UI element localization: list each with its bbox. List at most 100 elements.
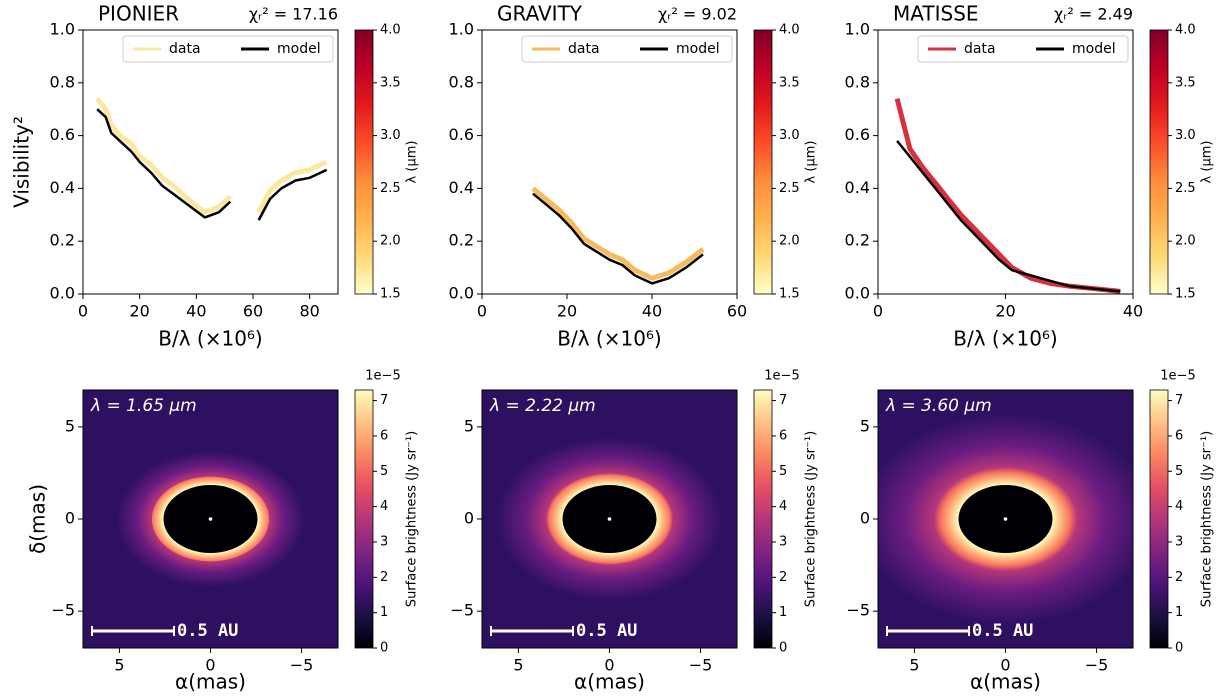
colorbar-tick-label: 7 [380, 393, 388, 408]
panel-title: MATISSE [893, 2, 979, 26]
colorbar [354, 389, 374, 649]
colorbar-tick-label: 3.0 [380, 128, 401, 143]
x-tick-label: 0 [873, 302, 883, 321]
star [208, 517, 213, 521]
colorbar-tick-label: 0 [1175, 641, 1183, 656]
colorbar-tick-label: 6 [1175, 428, 1183, 443]
colorbar [1149, 29, 1169, 295]
colorbar-tick-label: 2.0 [380, 234, 401, 249]
x-tick-label: −5 [290, 656, 314, 675]
colorbar-tick-label: 3 [1175, 534, 1183, 549]
star [1003, 517, 1008, 521]
colorbar-offset: 1e−5 [365, 369, 400, 384]
colorbar-tick-label: 3.0 [779, 128, 800, 143]
image [83, 390, 338, 648]
colorbar-tick-label: 2.5 [779, 181, 800, 196]
colorbar-label: Surface brightness (Jy sr⁻¹) [804, 431, 819, 607]
colorbar-tick-label: 4 [779, 499, 787, 514]
colorbar-tick-label: 3.5 [779, 75, 800, 90]
wavelength-label: λ = 1.65 μm [90, 396, 197, 416]
x-tick-label: −5 [689, 656, 713, 675]
x-tick-label: 5 [909, 656, 919, 675]
colorbar-label: Surface brightness (Jy sr⁻¹) [1200, 431, 1215, 607]
axes-frame [82, 29, 339, 295]
colorbar-tick-label: 1 [1175, 605, 1183, 620]
x-tick-label: 20 [557, 302, 577, 321]
panel-title: GRAVITY [497, 2, 583, 26]
y-tick-label: 0.6 [449, 125, 474, 144]
axes-frame [82, 389, 339, 649]
y-tick-label: −5 [450, 601, 474, 620]
y-tick-label: 0.2 [845, 231, 870, 250]
x-axis-label: B/λ (×10⁶) [158, 327, 262, 351]
legend-label: data [964, 41, 996, 57]
colorbar-tick-label: 3.5 [1175, 75, 1196, 90]
colorbar-offset: 1e−5 [1160, 369, 1195, 384]
x-tick-label: −5 [1085, 656, 1109, 675]
y-tick-label: 0.4 [449, 178, 474, 197]
colorbar [753, 29, 773, 295]
colorbar-tick-label: 1.5 [779, 287, 800, 302]
y-tick-label: 5 [65, 416, 75, 435]
y-tick-label: 0.8 [845, 72, 870, 91]
colorbar-offset: 1e−5 [764, 369, 799, 384]
axes-frame [481, 389, 738, 649]
colorbar-label: Surface brightness (Jy sr⁻¹) [405, 431, 420, 607]
legend-label: model [277, 41, 321, 57]
plot-lines [95, 97, 328, 221]
colorbar-tick-label: 6 [380, 428, 388, 443]
colorbar-tick-label: 2 [380, 570, 388, 585]
colorbar-label: λ (μm) [1200, 141, 1215, 184]
y-tick-label: 5 [464, 416, 474, 435]
x-axis-label: α(mas) [970, 670, 1041, 694]
y-tick-label: 0.4 [50, 178, 75, 197]
legend-label: model [676, 41, 720, 57]
colorbar-tick-label: 2.0 [779, 234, 800, 249]
colorbar-label: λ (μm) [804, 141, 819, 184]
colorbar [1149, 389, 1169, 649]
scale-bar-label: 0.5 AU [972, 621, 1033, 641]
colorbar-tick-label: 2.5 [380, 181, 401, 196]
colorbar-tick-label: 4.0 [779, 23, 800, 38]
colorbar-tick-label: 4.0 [380, 23, 401, 38]
colorbar-tick-label: 1 [779, 605, 787, 620]
colorbar [354, 29, 374, 295]
colorbar-tick-label: 3.5 [380, 75, 401, 90]
y-tick-label: 0.0 [50, 284, 75, 303]
legend-label: model [1072, 41, 1116, 57]
y-tick-label: 5 [860, 416, 870, 435]
colorbar-tick-label: 1 [380, 605, 388, 620]
y-tick-label: 0 [65, 509, 75, 528]
plot-area [482, 30, 737, 294]
colorbar-tick-label: 4 [380, 499, 388, 514]
panel-title: PIONIER [98, 2, 179, 26]
colorbar-tick-label: 3 [779, 534, 787, 549]
y-tick-label: 0 [860, 509, 870, 528]
x-tick-label: 40 [642, 302, 662, 321]
y-tick-label: 0.2 [449, 231, 474, 250]
y-tick-label: 0.8 [449, 72, 474, 91]
colorbar-tick-label: 4.0 [1175, 23, 1196, 38]
colorbar-tick-label: 5 [1175, 464, 1183, 479]
y-tick-label: −5 [846, 601, 870, 620]
y-tick-label: 0.6 [845, 125, 870, 144]
colorbar-tick-label: 5 [380, 464, 388, 479]
x-tick-label: 40 [186, 302, 206, 321]
y-tick-label: 0.4 [845, 178, 870, 197]
x-tick-label: 0 [1000, 656, 1010, 675]
scale-bar-label: 0.5 AU [576, 621, 637, 641]
wavelength-label: λ = 3.60 μm [885, 396, 992, 416]
colorbar-tick-label: 5 [779, 464, 787, 479]
colorbar-tick-label: 4 [1175, 499, 1183, 514]
x-tick-label: 60 [243, 302, 263, 321]
data-line [95, 97, 328, 215]
model-line [96, 108, 328, 221]
x-tick-label: 0 [205, 656, 215, 675]
colorbar-tick-label: 1.5 [380, 287, 401, 302]
y-tick-label: 1.0 [845, 20, 870, 39]
x-tick-label: 0 [78, 302, 88, 321]
axes-frame [481, 29, 738, 295]
data-line [531, 186, 705, 281]
legend [917, 35, 1129, 63]
